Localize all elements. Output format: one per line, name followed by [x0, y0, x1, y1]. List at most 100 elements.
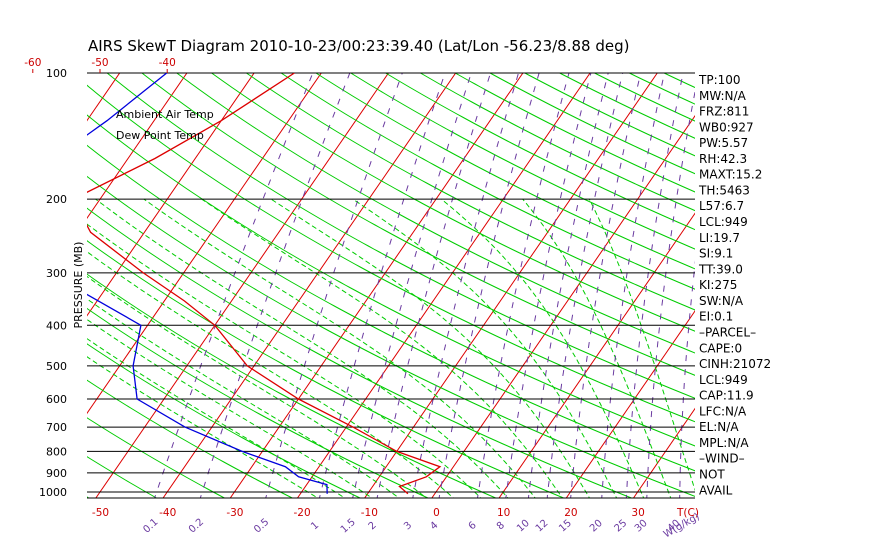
pressure-tick-label: 100	[46, 67, 67, 80]
moist-adiabat-line	[352, 198, 618, 498]
mixing-ratio-line	[199, 73, 351, 498]
temperature-profile-line	[87, 73, 442, 495]
isotherm-line	[431, 114, 695, 498]
bottom-temp-tick-label: -30	[226, 507, 243, 519]
dry-adiabat-line	[87, 343, 362, 498]
dry-adiabat-line	[315, 73, 695, 270]
bottom-temp-tick-label: -50	[92, 507, 109, 519]
sounding-index-item: TH:5463	[698, 183, 750, 197]
isotherm-line	[833, 64, 870, 501]
moist-adiabat-line	[440, 198, 645, 498]
pressure-tick-label: 500	[46, 360, 67, 373]
mixing-ratio-tick-label: 4	[428, 520, 440, 532]
mixing-ratio-line	[438, 73, 540, 498]
mixing-ratio-line	[679, 260, 695, 498]
dry-adiabat-line	[141, 73, 695, 376]
sounding-index-item: MAXT:15.2	[699, 168, 762, 182]
sounding-index-item: LFC:N/A	[699, 404, 747, 418]
top-temp-tick-label: -40	[159, 57, 176, 69]
plot-grid	[87, 64, 870, 501]
dry-adiabat-line	[349, 73, 695, 250]
moist-adiabat-line	[87, 356, 319, 498]
dry-adiabat-line	[419, 73, 695, 212]
moist-adiabat-line	[522, 198, 672, 498]
sounding-index-item: NOT	[699, 468, 725, 482]
mixing-ratio-tick-label: 0.1	[141, 517, 160, 536]
dry-adiabat-line	[87, 175, 695, 497]
pressure-tick-label: 1000	[39, 486, 67, 499]
sounding-index-item: L57:6.7	[699, 199, 744, 213]
dry-adiabat-line	[488, 73, 695, 175]
isotherm-line	[766, 64, 870, 501]
dry-adiabat-line	[384, 73, 695, 231]
mixing-ratio-line	[546, 73, 624, 498]
bottom-temp-tick-label: -40	[159, 507, 176, 519]
mixing-ratio-tick-label: 0.5	[252, 517, 271, 536]
chart-title: AIRS SkewT Diagram 2010-10-23/00:23:39.4…	[88, 37, 629, 55]
top-temp-tick-label: -60	[24, 57, 41, 69]
pressure-tick-label: 900	[46, 467, 67, 480]
dewpoint-profile-line	[87, 73, 328, 494]
mixing-ratio-tick-label: 6	[467, 520, 479, 532]
mixing-ratio-line	[646, 89, 695, 498]
mixing-ratio-line	[376, 73, 492, 498]
sounding-index-item: CINH:21072	[699, 357, 771, 371]
dry-adiabat-line	[87, 114, 695, 447]
isobar-lines	[87, 72, 695, 499]
moist-adiabat-line	[143, 198, 536, 498]
mixing-ratio-tick-label: 12	[534, 518, 551, 535]
mixing-ratio-line	[318, 73, 446, 498]
bottom-temp-tick-label: -20	[294, 507, 311, 519]
moist-adiabat-line	[87, 223, 482, 498]
sounding-index-item: MPL:N/A	[699, 436, 749, 450]
sounding-index-item: LI:19.7	[699, 231, 740, 245]
mixing-ratio-line	[601, 73, 665, 498]
mixing-ratio-tick-label: 2	[367, 520, 379, 532]
mixing-ratio-line	[625, 73, 684, 498]
legend: Ambient Air Temp Dew Point Temp	[116, 108, 214, 142]
dry-adiabat-line	[87, 307, 430, 498]
sounding-index-item: LCL:949	[699, 373, 748, 387]
mixing-ratio-line	[265, 73, 403, 498]
pressure-tick-label: 800	[46, 445, 67, 458]
mixing-ratio-tick-label: 20	[588, 518, 605, 535]
sounding-index-item: TT:39.0	[698, 262, 743, 276]
sounding-index-item: FRZ:811	[699, 105, 749, 119]
pressure-tick-label: 600	[46, 393, 67, 406]
temp-unit-label: T(C)	[676, 507, 699, 519]
moist-adiabat-line	[588, 198, 695, 492]
sounding-index-item: EL:N/A	[699, 420, 739, 434]
pressure-tick-label: 200	[46, 193, 67, 206]
mixing-ratio-line	[477, 73, 570, 498]
moist-adiabat-line	[95, 198, 509, 498]
isotherm-line	[87, 73, 121, 122]
isotherm-line	[162, 73, 457, 498]
sounding-index-item: KI:275	[699, 278, 737, 292]
dry-adiabat-line	[87, 84, 695, 423]
dry-adiabat-line	[280, 73, 695, 290]
mixing-ratio-line	[505, 73, 592, 498]
sounding-index-item: LCL:949	[699, 215, 748, 229]
isotherm-line	[87, 73, 322, 415]
legend-dew-point-temp: Dew Point Temp	[116, 129, 204, 142]
moist-adiabat-line	[87, 251, 455, 498]
sounding-profiles	[87, 73, 442, 495]
dry-adiabat-line	[175, 73, 695, 354]
bottom-temp-tick-label: 30	[631, 507, 644, 519]
mixing-ratio-tick-label: 3	[402, 520, 414, 532]
isotherm-line	[565, 310, 695, 498]
mixing-ratio-line	[154, 73, 314, 498]
sounding-index-item: SW:N/A	[699, 294, 744, 308]
mixing-ratio-tick-label: 15	[557, 518, 574, 535]
bottom-temp-tick-label: 0	[433, 507, 440, 519]
sounding-index-item: CAPE:0	[699, 341, 742, 355]
mixing-ratio-line	[412, 73, 520, 498]
mixing-ratio-tick-label: 8	[495, 520, 507, 532]
mixing-ratio-tick-label: 25	[613, 518, 630, 535]
moist-adiabat-line	[201, 198, 563, 498]
moist-adiabat-line	[270, 198, 591, 498]
isotherm-line	[87, 73, 255, 317]
sounding-index-item: –PARCEL–	[699, 325, 756, 339]
